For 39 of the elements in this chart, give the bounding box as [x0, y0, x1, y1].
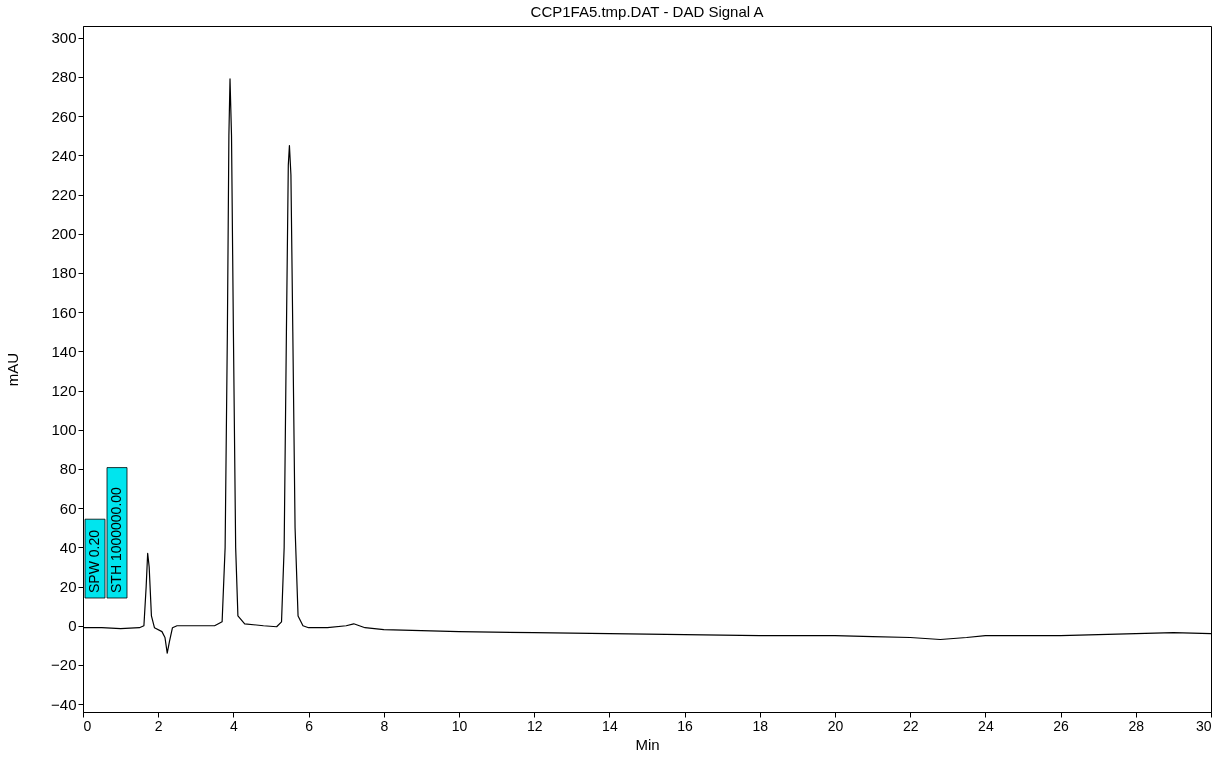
- y-tick-label: 100: [51, 421, 77, 439]
- chart-title: CCP1FA5.tmp.DAT - DAD Signal A: [530, 3, 764, 20]
- x-tick-label: 16: [677, 717, 694, 734]
- y-tick-label: 80: [59, 460, 77, 478]
- x-tick-label: 14: [602, 717, 618, 734]
- y-tick-label: 40: [59, 538, 77, 556]
- x-tick-label: 2: [154, 717, 163, 734]
- x-tick-label: 10: [451, 717, 468, 734]
- x-tick-label: 26: [1053, 717, 1070, 734]
- y-tick-label: 160: [51, 303, 77, 321]
- y-tick-label: 20: [59, 578, 77, 596]
- x-tick-label: 0: [83, 717, 92, 734]
- y-tick-label: −20: [51, 656, 77, 674]
- annotation: SPW 0.20: [86, 529, 102, 593]
- y-tick-label: 260: [51, 107, 77, 125]
- x-tick-label: 4: [230, 717, 238, 734]
- x-tick-label: 12: [526, 717, 543, 734]
- x-tick-label: 22: [902, 717, 919, 734]
- x-tick-label: 18: [752, 717, 769, 734]
- y-tick-label: 300: [51, 29, 77, 47]
- x-tick-label: 6: [305, 717, 314, 734]
- x-tick-label: 30: [1195, 717, 1212, 734]
- y-tick-label: 180: [51, 264, 77, 282]
- y-tick-label: 240: [51, 146, 77, 164]
- y-tick-label: 0: [68, 617, 77, 635]
- x-tick-label: 24: [978, 717, 994, 734]
- y-tick-label: −40: [51, 695, 77, 713]
- x-tick-label: 20: [827, 717, 844, 734]
- y-tick-label: 140: [51, 342, 77, 360]
- x-axis-title: Min: [635, 735, 660, 753]
- annotation: STH 1000000.00: [108, 486, 124, 593]
- y-tick-label: 60: [59, 499, 77, 517]
- y-tick-label: 120: [51, 382, 77, 400]
- y-axis-title: mAU: [4, 352, 22, 387]
- x-tick-label: 28: [1128, 717, 1145, 734]
- y-tick-label: 280: [51, 68, 77, 86]
- x-tick-label: 8: [380, 717, 389, 734]
- y-tick-label: 220: [51, 186, 77, 204]
- y-tick-label: 200: [51, 225, 77, 243]
